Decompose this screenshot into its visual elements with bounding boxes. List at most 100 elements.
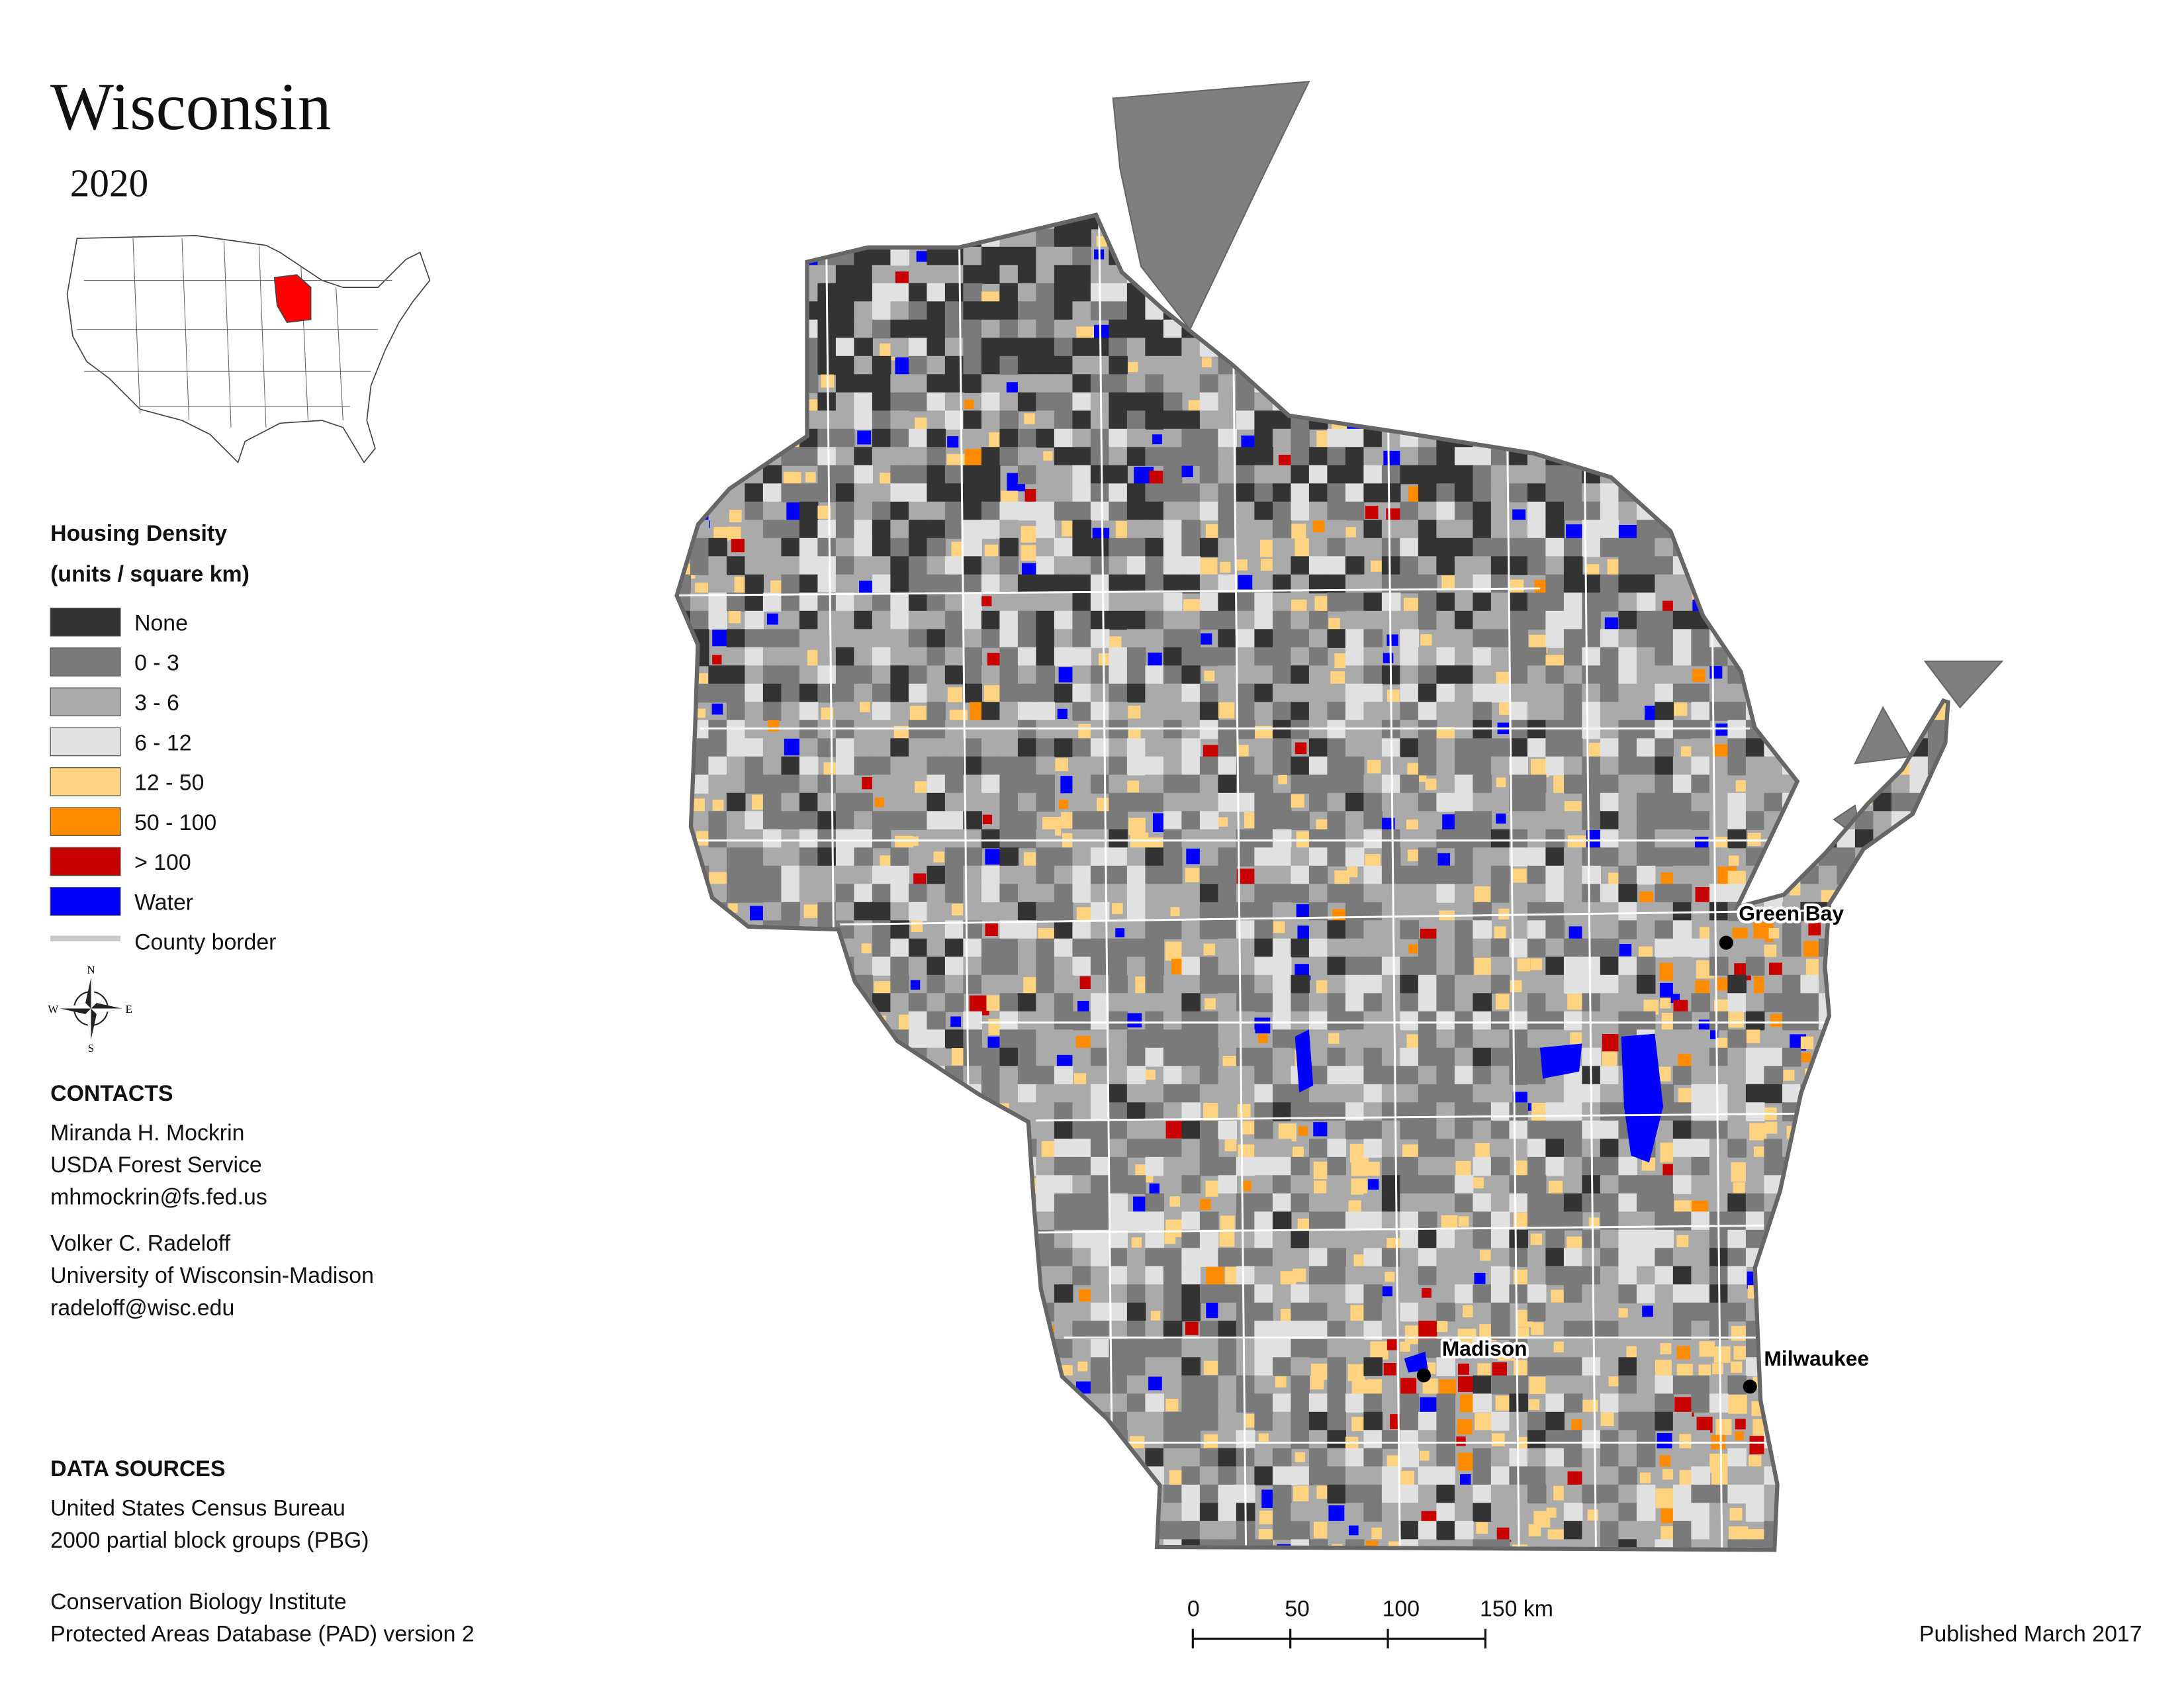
density-cell	[927, 738, 946, 757]
density-cell	[1145, 792, 1164, 812]
density-cell	[999, 993, 1019, 1012]
density-cell	[1163, 1047, 1183, 1067]
density-cell	[1109, 1029, 1128, 1049]
density-cell	[1436, 1102, 1455, 1121]
density-cell	[986, 995, 1003, 1011]
density-cell	[1345, 1284, 1365, 1303]
legend-swatch	[50, 847, 121, 876]
density-cell	[1109, 1084, 1128, 1103]
density-cell	[1400, 1011, 1419, 1031]
density-cell	[1328, 618, 1340, 630]
density-cell	[1272, 1029, 1292, 1049]
density-cell	[1313, 1122, 1328, 1137]
density-cell	[1818, 865, 1838, 885]
density-cell	[726, 792, 746, 812]
density-cell	[1109, 1284, 1128, 1303]
density-cell	[890, 792, 909, 812]
density-cell	[1582, 884, 1601, 903]
density-cell	[872, 428, 891, 448]
us-state-lines	[77, 238, 392, 428]
density-cell	[981, 410, 1001, 430]
density-cell	[1126, 1139, 1146, 1158]
density-cell	[963, 338, 982, 357]
density-cell	[1727, 1284, 1747, 1303]
density-cell	[963, 283, 982, 303]
density-cell	[1474, 886, 1490, 903]
density-cell	[1272, 1193, 1292, 1213]
density-cell	[762, 756, 782, 776]
density-cell	[1017, 738, 1037, 757]
density-cell	[1680, 746, 1694, 759]
density-cell	[1509, 665, 1528, 684]
density-cell	[1563, 884, 1583, 903]
density-cell	[1126, 738, 1146, 757]
density-cell	[1454, 1284, 1474, 1303]
density-cell	[1436, 556, 1455, 575]
density-cell	[1509, 647, 1528, 667]
density-cell	[1691, 847, 1710, 867]
density-cell	[1241, 1180, 1251, 1192]
density-cell	[1418, 792, 1437, 812]
density-cell	[1709, 1047, 1729, 1067]
density-cell	[762, 702, 782, 721]
density-cell	[854, 720, 873, 739]
density-cell	[890, 465, 909, 485]
density-cell	[1327, 920, 1346, 939]
density-cell	[1712, 1363, 1723, 1375]
density-cell	[872, 592, 891, 612]
density-cell	[1272, 610, 1292, 630]
legend-label: 50 - 100	[134, 810, 216, 835]
density-cell	[1345, 1029, 1365, 1049]
density-cell	[1181, 483, 1201, 502]
density-cell	[1145, 993, 1164, 1012]
density-cell	[1199, 720, 1219, 739]
density-cell	[1054, 683, 1073, 703]
density-cell	[726, 629, 746, 648]
density-cell	[1145, 1193, 1164, 1213]
density-cell	[1727, 1448, 1747, 1468]
density-cell	[1400, 1156, 1419, 1176]
density-cell	[1545, 865, 1565, 885]
density-cell	[1054, 265, 1073, 284]
density-cell	[1181, 1430, 1201, 1449]
legend-label: 12 - 50	[134, 771, 204, 796]
density-cell	[1126, 1338, 1146, 1358]
density-cell	[1691, 702, 1710, 721]
density-cell	[872, 374, 891, 393]
density-cell	[1036, 1175, 1055, 1194]
density-cell	[1199, 1047, 1219, 1067]
density-cell	[1072, 538, 1091, 557]
density-cell	[1600, 884, 1619, 903]
density-cell	[1090, 756, 1110, 776]
density-cell	[1363, 1466, 1383, 1485]
density-cell	[1733, 1346, 1748, 1360]
density-cell	[1272, 938, 1292, 958]
density-cell	[1036, 592, 1055, 612]
density-cell	[799, 629, 819, 648]
density-cell	[1545, 1229, 1565, 1249]
density-cell	[1490, 592, 1510, 612]
density-cell	[1079, 1289, 1091, 1302]
density-cell	[1490, 1175, 1510, 1194]
density-cell	[1072, 410, 1091, 430]
density-cell	[944, 829, 964, 849]
density-cell	[1527, 774, 1547, 794]
density-cell	[1109, 1175, 1128, 1194]
density-cell	[1527, 993, 1547, 1012]
density-cell	[799, 538, 819, 557]
density-cell	[1236, 665, 1255, 684]
density-cell	[1563, 738, 1583, 757]
density-cell	[1054, 902, 1073, 921]
density-cell	[1400, 1211, 1419, 1231]
density-cell	[854, 610, 873, 630]
density-cell	[1109, 283, 1128, 303]
density-cell	[1181, 720, 1201, 739]
density-cell	[799, 774, 819, 794]
density-cell	[1400, 447, 1419, 466]
density-cell	[835, 792, 855, 812]
density-cell	[999, 1047, 1019, 1067]
density-cell	[1254, 1017, 1271, 1034]
density-cell	[1163, 410, 1183, 430]
density-cell	[1400, 1084, 1419, 1103]
